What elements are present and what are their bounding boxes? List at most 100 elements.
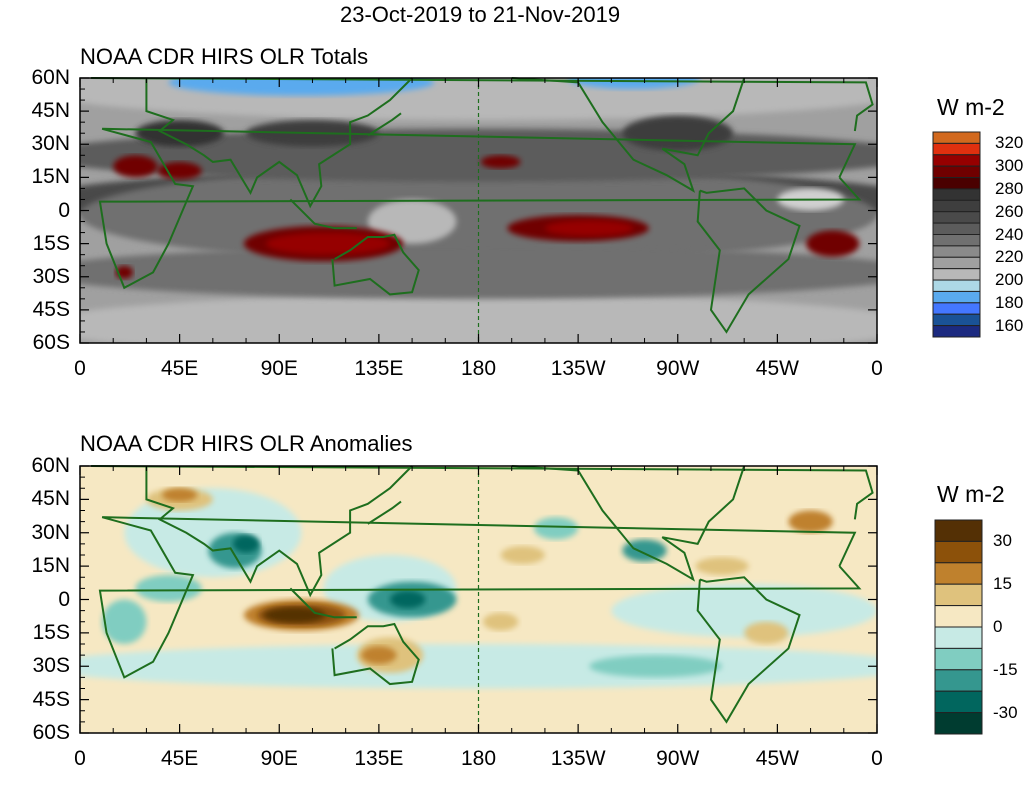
olr-contour-region (544, 220, 634, 236)
olr-contour-region (622, 539, 667, 562)
lon-tick-label: 0 (74, 747, 86, 770)
olr-contour-region (482, 612, 519, 631)
lon-tick-label: 135E (354, 747, 404, 770)
colorbar-label: -15 (993, 659, 1018, 679)
olr-contour-region (265, 232, 390, 255)
totals-title: NOAA CDR HIRS OLR Totals (80, 44, 369, 69)
olr-contour-region (80, 644, 877, 689)
olr-contour-region (135, 119, 224, 147)
lat-tick-label: 60N (31, 454, 70, 477)
lon-tick-label: 180 (460, 357, 497, 380)
colorbar-label: 300 (995, 156, 1024, 176)
lat-tick-label: 60N (31, 66, 70, 89)
lat-tick-label: 60S (32, 331, 70, 354)
lon-tick-label: 45W (755, 357, 799, 380)
colorbar-box (934, 647, 983, 671)
coastline (289, 587, 357, 619)
olr-contour-region (611, 583, 877, 638)
lon-tick-label: 90E (260, 747, 298, 770)
olr-contour-region (806, 230, 860, 257)
colorbar-label: 320 (995, 133, 1024, 153)
olr-contour-region (80, 78, 877, 120)
colorbar-label: -30 (993, 702, 1018, 722)
olr-contour-region (622, 115, 734, 151)
colorbar-label: 30 (993, 531, 1012, 551)
lat-tick-label: 15N (31, 165, 70, 189)
coastline (511, 465, 746, 582)
coastline (98, 127, 862, 290)
lon-tick-label: 0 (871, 747, 883, 770)
colorbar-label: 260 (995, 201, 1024, 221)
coastline (145, 77, 413, 209)
coastline (511, 77, 746, 193)
lon-tick-label: 135W (550, 747, 606, 770)
olr-contour-region (102, 599, 147, 644)
totals-units: W m-2 (937, 94, 1005, 120)
lon-tick-label: 135W (550, 357, 606, 380)
lon-tick-label: 45W (755, 747, 799, 770)
colorbar-box (932, 268, 981, 281)
coastline (145, 465, 413, 598)
lat-tick-label: 30S (32, 654, 70, 678)
coastline (331, 233, 420, 296)
olr-contour-region (263, 607, 326, 623)
colorbar-box (934, 690, 983, 714)
colorbar-box (932, 302, 981, 315)
colorbars (932, 131, 983, 735)
lon-tick-label: 0 (74, 357, 86, 380)
olr-contour-region (161, 488, 198, 502)
colorbar-box (934, 540, 983, 564)
colorbar-box (932, 142, 981, 156)
lat-tick-label: 0 (58, 587, 70, 611)
colorbar-box (932, 165, 981, 179)
olr-contour-region (367, 199, 457, 244)
olr-contour-region (113, 155, 158, 178)
coastlines (91, 77, 874, 733)
anomalies-units: W m-2 (937, 481, 1005, 507)
lat-tick-label: 15S (32, 620, 70, 644)
olr-contour-region (695, 557, 749, 576)
colorbar-box (932, 245, 981, 258)
coastline (367, 112, 402, 137)
colorbar-box (934, 669, 983, 692)
olr-contour-region (232, 534, 260, 553)
colorbar-label: 180 (995, 292, 1024, 312)
colorbar-box (934, 626, 983, 649)
lon-tick-label: 0 (871, 357, 883, 380)
colorbar-label: 0 (993, 617, 1003, 636)
colorbar-label: 200 (995, 270, 1024, 290)
olr-contour-region (361, 646, 397, 665)
olr-contour-region (788, 510, 833, 533)
colorbar-box (934, 583, 983, 607)
colorbar-box (932, 256, 981, 270)
colorbar-box (932, 131, 981, 144)
colorbar-box (932, 325, 981, 338)
coastline (91, 465, 874, 520)
main-title: 23-Oct-2019 to 21-Nov-2019 (340, 2, 621, 27)
lon-tick-label: 135E (354, 357, 404, 380)
colorbar-box (934, 519, 983, 542)
colorbar-label: 160 (995, 315, 1024, 335)
olr-contour-region (744, 621, 789, 644)
colorbar-box (932, 222, 981, 236)
olr-contour-region (389, 590, 426, 609)
coastline (367, 500, 402, 525)
colorbar-box (934, 712, 983, 735)
lat-tick-label: 45N (31, 99, 70, 123)
olr-contour-region (500, 546, 545, 564)
colorbar-box (934, 605, 983, 628)
lat-tick-label: 15N (31, 554, 70, 578)
colorbar-box (932, 211, 981, 224)
colorbar-box (932, 154, 981, 167)
lon-tick-label: 45E (160, 357, 199, 380)
olr-contour-region (589, 655, 723, 678)
lat-tick-label: 30N (31, 520, 70, 544)
lat-tick-label: 30N (31, 132, 70, 156)
coastline (98, 516, 862, 679)
coastline (696, 187, 801, 334)
lat-tick-label: 45S (32, 687, 70, 711)
olr-contour-region (80, 245, 877, 299)
lat-tick-label: 15S (32, 231, 70, 255)
coastline (696, 576, 801, 724)
